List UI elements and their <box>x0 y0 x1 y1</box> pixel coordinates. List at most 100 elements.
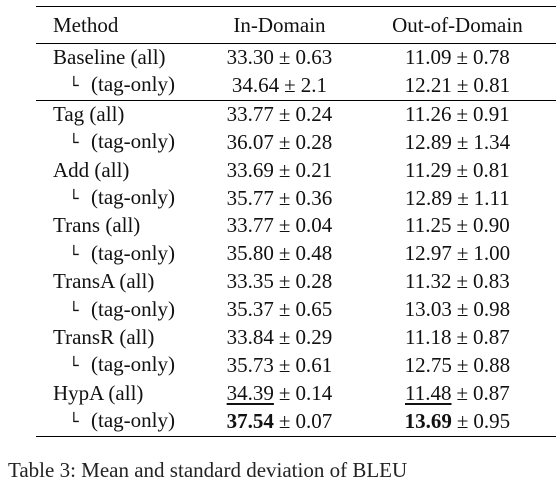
table-row: TransA (all) 33.35 ±0.28 11.32 ±0.83 <box>36 268 556 295</box>
out-domain-cell: 12.97 ±1.00 <box>359 240 556 268</box>
out-domain-cell-mean: 11.25 <box>405 213 452 238</box>
table-row: Trans (all) 33.77 ±0.04 11.25 ±0.90 <box>36 212 556 239</box>
out-domain-cell: 11.29 ±0.81 <box>359 157 556 184</box>
plus-minus-sign: ± <box>456 269 469 294</box>
out-domain-cell-std: 0.90 <box>473 213 510 238</box>
in-domain-cell: 33.84 ±0.29 <box>200 324 359 351</box>
sub-row-label: └ (tag-only) <box>53 408 175 432</box>
out-domain-cell-std: 0.95 <box>473 408 511 433</box>
table-row-tag-only: └ (tag-only) 36.07 ±0.28 12.89 ±1.34 <box>36 128 556 156</box>
header-method: Method <box>53 13 119 37</box>
out-domain-cell: 11.32 ±0.83 <box>359 268 556 295</box>
out-domain-cell: 11.09 ±0.78 <box>359 44 556 72</box>
in-domain-cell-std: 0.04 <box>295 213 333 238</box>
method-label: Baseline (all) <box>53 45 166 69</box>
in-domain-cell-std: 0.14 <box>295 380 333 405</box>
in-domain-cell: 35.73 ±0.61 <box>200 351 359 379</box>
method-cell: TransA (all) <box>36 268 200 295</box>
in-domain-cell-mean: 35.80 <box>226 241 274 266</box>
plus-minus-sign: ± <box>278 213 291 238</box>
in-domain-cell-std: 0.07 <box>295 408 333 433</box>
out-domain-cell: 12.89 ±1.34 <box>359 128 556 156</box>
method-cell: └ (tag-only) <box>36 407 200 436</box>
out-domain-cell: 11.26 ±0.91 <box>359 100 556 128</box>
method-cell: Baseline (all) <box>36 44 200 72</box>
sub-row-label: └ (tag-only) <box>53 129 175 153</box>
in-domain-cell-std: 0.29 <box>295 325 333 350</box>
header-out-of-domain: Out-of-Domain <box>392 13 523 37</box>
in-domain-cell-mean: 33.35 <box>226 269 274 294</box>
plus-minus-sign: ± <box>278 101 291 126</box>
out-domain-cell-mean: 11.32 <box>405 269 452 294</box>
method-label: (tag-only) <box>91 240 175 265</box>
out-domain-cell-std: 1.34 <box>473 129 511 154</box>
plus-minus-sign: ± <box>278 185 291 210</box>
method-cell: └ (tag-only) <box>36 351 200 379</box>
in-domain-cell-mean: 33.84 <box>226 325 274 350</box>
in-domain-cell-std: 0.36 <box>295 185 333 210</box>
out-domain-cell-mean: 12.97 <box>404 241 452 266</box>
in-domain-cell: 33.77 ±0.04 <box>200 212 359 239</box>
plus-minus-sign: ± <box>456 45 469 69</box>
in-domain-cell: 37.54 ±0.07 <box>200 407 359 436</box>
in-domain-cell: 33.30 ±0.63 <box>200 44 359 72</box>
plus-minus-sign: ± <box>278 352 291 377</box>
in-domain-cell: 35.80 ±0.48 <box>200 240 359 268</box>
plus-minus-sign: ± <box>278 157 291 182</box>
sub-row-label: └ (tag-only) <box>53 352 175 376</box>
in-domain-cell-std: 0.28 <box>295 129 333 154</box>
in-domain-cell: 33.35 ±0.28 <box>200 268 359 295</box>
method-cell: └ (tag-only) <box>36 128 200 156</box>
table-row-tag-only: └ (tag-only) 34.64 ±2.1 12.21 ±0.81 <box>36 71 556 100</box>
in-domain-cell: 35.77 ±0.36 <box>200 184 359 212</box>
method-cell: └ (tag-only) <box>36 240 200 268</box>
method-label: (tag-only) <box>91 129 175 154</box>
method-label: Add (all) <box>53 157 130 182</box>
method-label: (tag-only) <box>91 296 175 321</box>
out-domain-cell-mean: 11.26 <box>405 101 452 126</box>
out-domain-cell-std: 0.98 <box>473 297 511 322</box>
sub-row-corner-icon: └ <box>69 76 79 96</box>
plus-minus-sign: ± <box>456 129 469 154</box>
sub-row-corner-icon: └ <box>69 244 79 264</box>
table-row: Baseline (all) 33.30 ±0.63 11.09 ±0.78 <box>36 44 556 72</box>
in-domain-cell-std: 0.63 <box>295 45 333 69</box>
method-label: HypA (all) <box>53 380 144 405</box>
in-domain-cell: 35.37 ±0.65 <box>200 296 359 324</box>
plus-minus-sign: ± <box>456 408 469 433</box>
in-domain-cell-mean: 35.77 <box>226 185 274 210</box>
out-domain-cell-std: 1.11 <box>473 185 510 210</box>
results-table: Method In-Domain Out-of-Domain Baseline … <box>36 6 556 437</box>
in-domain-cell-mean: 33.77 <box>226 101 274 126</box>
sub-row-corner-icon: └ <box>69 133 79 153</box>
plus-minus-sign: ± <box>456 380 469 405</box>
plus-minus-sign: ± <box>278 241 291 266</box>
out-domain-cell: 11.48 ±0.87 <box>359 380 556 407</box>
plus-minus-sign: ± <box>278 325 291 350</box>
method-cell: └ (tag-only) <box>36 71 200 100</box>
method-label: (tag-only) <box>91 352 175 377</box>
plus-minus-sign: ± <box>278 269 291 294</box>
method-cell: Trans (all) <box>36 212 200 239</box>
sub-row-corner-icon: └ <box>69 189 79 209</box>
out-domain-cell-mean: 12.21 <box>404 72 452 97</box>
in-domain-cell-std: 0.65 <box>295 297 333 322</box>
in-domain-cell-mean: 37.54 <box>226 408 274 433</box>
plus-minus-sign: ± <box>456 157 469 182</box>
out-domain-cell-std: 1.00 <box>473 241 511 266</box>
out-domain-cell-std: 0.91 <box>473 101 510 126</box>
out-domain-cell: 11.25 ±0.90 <box>359 212 556 239</box>
table-row-tag-only: └ (tag-only) 35.37 ±0.65 13.03 ±0.98 <box>36 296 556 324</box>
plus-minus-sign: ± <box>456 72 469 97</box>
table-row: Add (all) 33.69 ±0.21 11.29 ±0.81 <box>36 157 556 184</box>
out-domain-cell-std: 0.88 <box>473 352 511 377</box>
plus-minus-sign: ± <box>456 241 469 266</box>
table-row-tag-only: └ (tag-only) 35.80 ±0.48 12.97 ±1.00 <box>36 240 556 268</box>
table-row: Tag (all) 33.77 ±0.24 11.26 ±0.91 <box>36 100 556 128</box>
out-domain-cell: 13.03 ±0.98 <box>359 296 556 324</box>
out-domain-cell-mean: 11.29 <box>405 157 452 182</box>
plus-minus-sign: ± <box>456 325 469 350</box>
method-cell: TransR (all) <box>36 324 200 351</box>
in-domain-cell-std: 0.28 <box>295 269 333 294</box>
out-domain-cell: 11.18 ±0.87 <box>359 324 556 351</box>
